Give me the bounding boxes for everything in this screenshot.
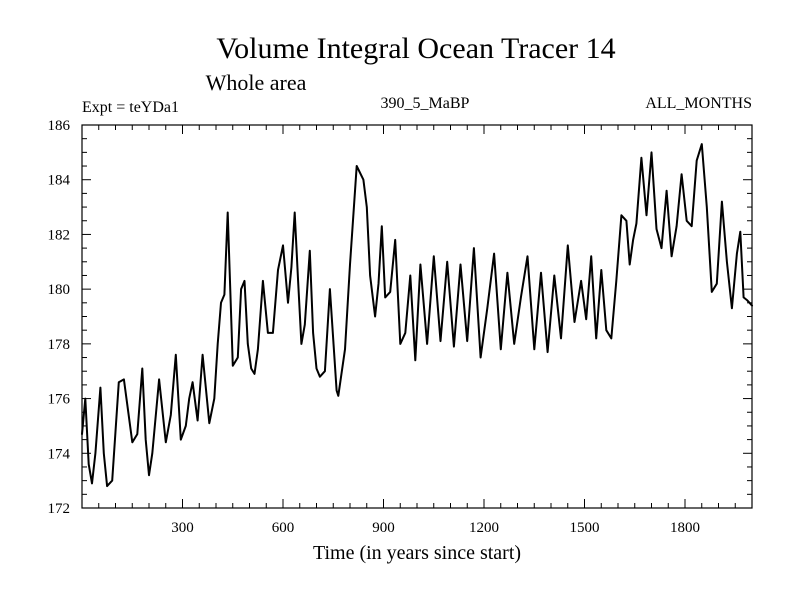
x-tick-label: 300 [171, 520, 194, 536]
y-tick-label: 176 [48, 392, 71, 408]
y-tick-label: 178 [48, 337, 71, 353]
y-tick-label: 174 [48, 446, 71, 462]
series-line-0 [81, 143, 753, 488]
y-tick-label: 186 [48, 118, 71, 134]
x-tick-label: 1800 [670, 520, 700, 536]
y-tick-label: 172 [48, 501, 71, 517]
x-axis-label: Time (in years since start) [313, 542, 521, 564]
series-layer [81, 143, 753, 488]
chart-subtitle: Whole area [206, 70, 307, 95]
run-label: 390_5_MaBP [381, 95, 470, 112]
chart-title: Volume Integral Ocean Tracer 14 [216, 32, 615, 65]
x-tick-label: 600 [272, 520, 295, 536]
y-tick-label: 184 [48, 173, 71, 189]
experiment-label: Expt = teYDa1 [82, 99, 179, 116]
x-axis-ticks: 300 600 900 1200 1500 1800 [98, 125, 736, 536]
y-tick-label: 182 [48, 227, 71, 243]
y-axis-ticks: 172 174 176 178 180 182 184 186 [48, 118, 752, 517]
x-tick-label: 1500 [570, 520, 600, 536]
y-tick-label: 180 [48, 282, 71, 298]
months-label: ALL_MONTHS [645, 95, 752, 112]
x-tick-label: 900 [372, 520, 395, 536]
x-tick-label: 1200 [469, 520, 499, 536]
